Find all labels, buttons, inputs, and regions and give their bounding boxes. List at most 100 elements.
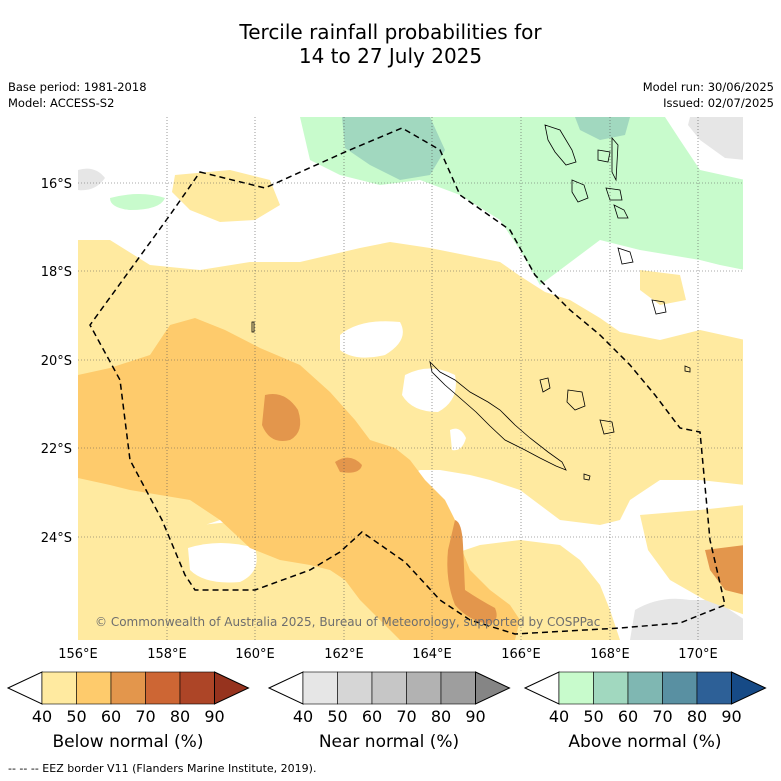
above-normal-colorbar: 40 50 60 70 80 90 (523, 671, 767, 726)
colorbar-extend-high (475, 671, 511, 705)
colorbar-tick-label: 40 (32, 707, 52, 726)
isle-of-pines-coast (583, 473, 591, 481)
colorbar-segment (440, 671, 476, 705)
above-normal-60-region (342, 117, 445, 180)
near-normal-region-w (78, 168, 105, 191)
map-area: © Commonwealth of Australia 2025, Bureau… (78, 117, 743, 640)
lat-label: 20°S (41, 354, 72, 369)
vanuatu-coast-5 (613, 204, 629, 219)
base-period-label: Base period: 1981-2018 (8, 80, 147, 94)
colorbar-extend-high (731, 671, 767, 705)
colorbar-segment (76, 671, 112, 705)
above-normal-title: Above normal (%) (568, 732, 721, 752)
graticule (78, 117, 743, 640)
colorbar-extend-low (523, 671, 560, 705)
eez-border (89, 127, 726, 635)
lat-label: 18°S (41, 265, 72, 280)
matthew-hunter-coast-2 (684, 365, 691, 373)
below-normal-40-patch-e (640, 270, 686, 305)
lon-label: 158°E (147, 647, 187, 662)
colorbar-extend-high (214, 671, 250, 705)
lon-label: 162°E (324, 647, 364, 662)
colorbar-tick-label: 90 (204, 707, 224, 726)
colorbar-tick-label: 70 (135, 707, 155, 726)
eez-footnote: -- -- -- EEZ border V11 (Flanders Marine… (8, 762, 317, 775)
no-signal-gap-4 (188, 543, 257, 583)
below-normal-60-region-1 (262, 394, 301, 441)
colorbar-segment (302, 671, 338, 705)
lat-label: 16°S (41, 177, 72, 192)
colorbar-segment (627, 671, 663, 705)
below-normal-40-region (78, 240, 743, 610)
below-normal-60-region-2 (335, 457, 362, 473)
vanuatu-coast-1 (544, 124, 577, 166)
colorbar-tick-label: 40 (549, 707, 569, 726)
model-label: Model: ACCESS-S2 (8, 96, 115, 110)
lon-label: 168°E (590, 647, 630, 662)
vanuatu-coast-4 (605, 187, 623, 201)
loyalty-islands-coast-2 (566, 389, 586, 411)
colorbar-tick-label: 80 (687, 707, 707, 726)
colorbar-segment (662, 671, 698, 705)
colorbar-tick-label: 60 (362, 707, 382, 726)
lat-label: 24°S (41, 531, 72, 546)
below-normal-40-patch-se (640, 505, 743, 615)
colorbar-tick-label: 80 (170, 707, 190, 726)
colorbar-extend-low (6, 671, 43, 705)
colorbar-segment (371, 671, 407, 705)
no-signal-gap-2 (402, 368, 456, 412)
colorbar-tick-label: 50 (583, 707, 603, 726)
above-normal-50-patch (110, 194, 165, 210)
loyalty-islands-coast-1 (539, 377, 551, 393)
colorbar-segment (696, 671, 732, 705)
chart-title-line1: Tercile rainfall probabilities for (239, 20, 542, 44)
below-normal-title: Below normal (%) (53, 732, 204, 752)
near-normal-title: Near normal (%) (319, 732, 459, 752)
new-caledonia-coast (429, 360, 567, 471)
near-normal-colorbar: 40 50 60 70 80 90 (267, 671, 511, 726)
above-normal-60-patch (575, 117, 630, 140)
colorbar-tick-label: 50 (66, 707, 86, 726)
colorbar-extend-low (267, 671, 304, 705)
lon-label: 156°E (58, 647, 98, 662)
vanuatu-coast-2 (571, 179, 589, 203)
lon-axis: 156°E 158°E 160°E 162°E 164°E 166°E 168°… (58, 647, 718, 662)
lon-label: 164°E (412, 647, 452, 662)
colorbar-tick-label: 50 (327, 707, 347, 726)
lon-label: 166°E (501, 647, 541, 662)
colorbar-segment (593, 671, 629, 705)
colorbar-tick-label: 60 (101, 707, 121, 726)
lon-label: 170°E (678, 647, 718, 662)
colorbar-tick-label: 80 (431, 707, 451, 726)
colorbar-tick-label: 90 (721, 707, 741, 726)
vanuatu-coast-6 (617, 247, 634, 265)
near-normal-region-ne (688, 117, 743, 160)
copyright-text: © Commonwealth of Australia 2025, Bureau… (95, 615, 600, 629)
vanuatu-coast-7 (611, 136, 619, 182)
colorbar-segment (406, 671, 442, 705)
loyalty-islands-coast-3 (599, 419, 615, 435)
matthew-hunter-coast-1 (651, 299, 667, 315)
issued-label: Issued: 02/07/2025 (663, 96, 774, 110)
chesterfield-coast (251, 321, 255, 333)
colorbar-segment (110, 671, 146, 705)
colorbar-segment (558, 671, 594, 705)
chart-title-line2: 14 to 27 July 2025 (298, 44, 483, 68)
no-signal-gap-3 (450, 428, 466, 451)
below-normal-colorbar: 40 50 60 70 80 90 (6, 671, 250, 726)
colorbar-tick-label: 40 (293, 707, 313, 726)
colorbar-segment (337, 671, 373, 705)
colorbar-tick-label: 60 (618, 707, 638, 726)
lat-axis: 16°S 18°S 20°S 22°S 24°S (41, 177, 72, 546)
colorbar-segment (179, 671, 215, 705)
lat-label: 22°S (41, 442, 72, 457)
colorbar-tick-label: 70 (396, 707, 416, 726)
lon-label: 160°E (235, 647, 275, 662)
below-normal-50-region (78, 318, 520, 640)
colorbar-tick-label: 70 (652, 707, 672, 726)
model-run-label: Model run: 30/06/2025 (642, 80, 774, 94)
colorbar-tick-label: 90 (465, 707, 485, 726)
coastlines (251, 124, 691, 481)
colorbar-segment (41, 671, 77, 705)
